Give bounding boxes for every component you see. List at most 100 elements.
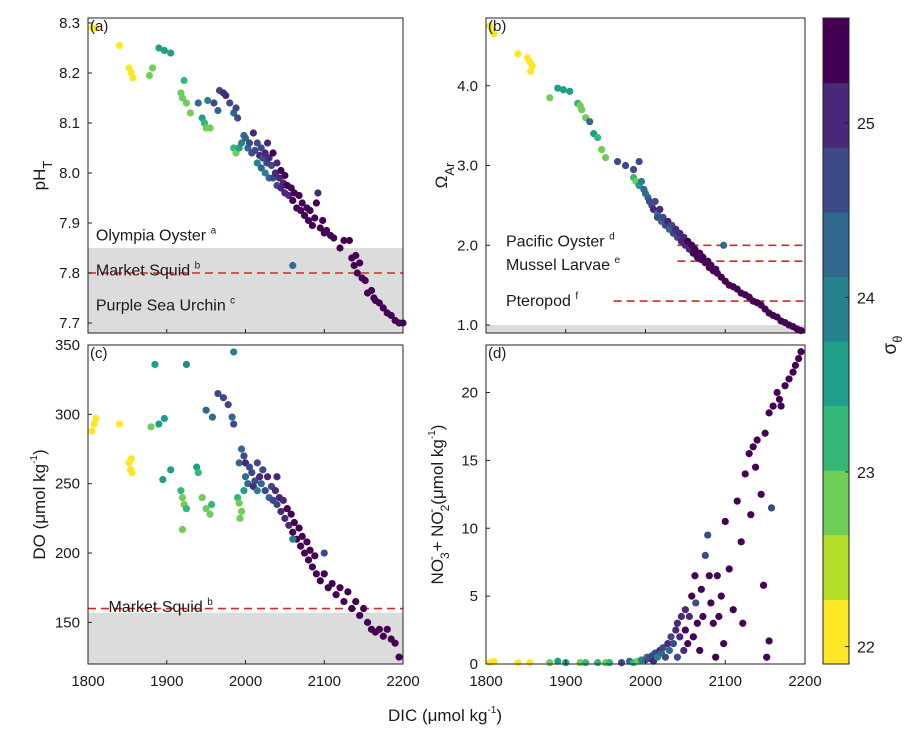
data-point [275, 174, 283, 182]
data-point [789, 368, 797, 376]
data-point [245, 463, 254, 471]
data-point [383, 625, 391, 633]
x-tick-label: 2200 [788, 673, 821, 690]
data-point [705, 572, 713, 580]
data-point [375, 299, 383, 307]
data-point [311, 552, 319, 560]
data-point [757, 490, 765, 498]
data-point [298, 532, 306, 541]
data-point [688, 592, 696, 600]
data-point [490, 657, 498, 665]
colorbar-segment [823, 405, 849, 471]
data-point [741, 470, 749, 478]
data-point [777, 402, 785, 410]
data-point [235, 499, 243, 507]
data-point [328, 579, 336, 588]
data-point [387, 311, 395, 320]
data-point [715, 612, 723, 621]
data-point [259, 466, 267, 474]
x-tick-label: 1900 [549, 673, 582, 690]
data-point [340, 597, 348, 606]
data-point [237, 139, 246, 147]
colorbar-segment [823, 82, 849, 148]
data-point [316, 224, 324, 232]
data-point [348, 604, 356, 613]
y-tick-label: 4.0 [457, 78, 478, 95]
data-point [667, 633, 675, 641]
data-point [151, 360, 159, 369]
data-point [295, 191, 303, 200]
data-point [676, 633, 684, 641]
data-point [696, 646, 704, 655]
colorbar-tick-label: 24 [857, 290, 875, 307]
data-point [350, 261, 358, 270]
y-tick-label: 350 [55, 337, 80, 354]
y-axis-label: DO (μmol kg-1) [29, 449, 49, 559]
data-point [659, 644, 667, 652]
data-point [241, 134, 250, 142]
data-point [279, 496, 287, 504]
data-point [182, 99, 191, 107]
data-point [297, 542, 305, 550]
data-point [637, 177, 646, 186]
data-point [115, 41, 124, 50]
panel-a: Olympia Oyster a Market Squid b Purple Sea… [30, 15, 407, 334]
data-point [230, 420, 238, 428]
data-point [208, 500, 216, 509]
data-point [336, 584, 344, 592]
data-point [320, 549, 328, 557]
data-point [251, 477, 259, 485]
data-point [265, 154, 273, 162]
data-point [314, 189, 322, 197]
data-point [180, 76, 188, 85]
data-point [733, 497, 741, 505]
plot-area [486, 345, 805, 664]
data-point [234, 114, 242, 122]
data-point [353, 269, 361, 277]
data-point [578, 106, 586, 114]
data-point [320, 570, 328, 578]
data-point [241, 473, 250, 481]
data-point [235, 459, 243, 467]
data-point [295, 524, 303, 532]
data-point [222, 91, 230, 100]
colorbar-segment [823, 211, 849, 277]
x-tick-label: 2000 [629, 673, 662, 690]
data-point [629, 165, 638, 174]
panel-letter: (a) [90, 18, 108, 35]
data-point [375, 625, 383, 633]
data-point [747, 511, 755, 519]
panel-b: Pacific Oyster d Mussel Larvae e Pteropod … [432, 17, 806, 335]
threshold-label: Market Squid b [96, 261, 201, 280]
data-point [126, 466, 135, 474]
threshold-label: Pacific Oyster d [506, 231, 615, 250]
data-point [680, 646, 688, 655]
data-point [244, 480, 252, 488]
data-point [395, 653, 403, 661]
data-point [267, 161, 276, 170]
data-point [214, 389, 222, 398]
data-point [160, 46, 168, 55]
data-point [606, 659, 614, 667]
data-point [689, 633, 697, 641]
data-point [709, 619, 717, 627]
data-point [312, 570, 320, 578]
data-point [210, 99, 218, 107]
x-axis-label-text: DIC (μmol kg [388, 706, 488, 725]
data-point [290, 518, 298, 527]
data-point [251, 146, 259, 155]
data-point [147, 423, 155, 431]
data-point [177, 487, 185, 495]
data-point [257, 164, 265, 172]
data-point [681, 626, 689, 634]
data-point [490, 30, 498, 38]
data-point [236, 514, 244, 522]
data-point [673, 653, 682, 661]
data-point [271, 487, 280, 495]
data-point [749, 443, 757, 451]
data-point [761, 429, 769, 437]
data-point [693, 619, 701, 627]
data-point [514, 50, 522, 58]
y-tick-label: 200 [55, 545, 80, 562]
data-point [681, 606, 689, 614]
